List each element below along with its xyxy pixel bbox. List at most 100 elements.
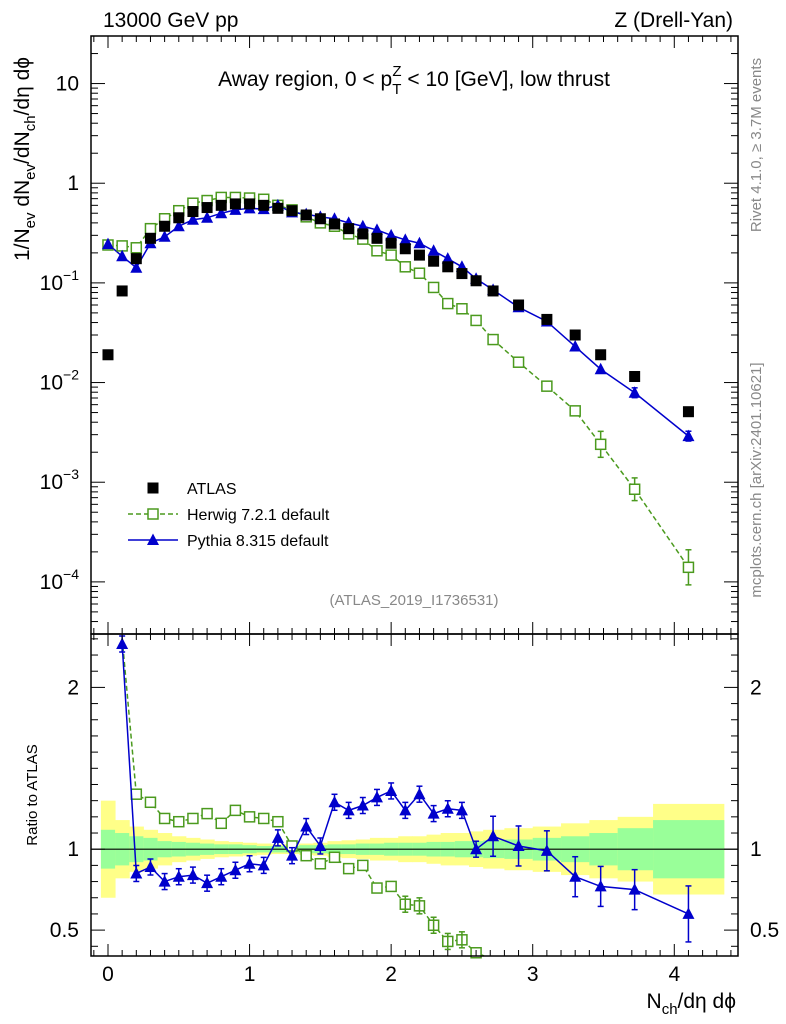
pythia-point [385,228,398,241]
herwig-ratio-point [229,804,242,817]
atlas-point [215,199,227,211]
herwig-ratio-point [215,817,227,830]
pythia-ratio-point [257,858,270,871]
herwig-ratio-point [300,849,312,862]
xlabel-subscript: ch [662,1001,678,1018]
ratio-plot-frame [90,633,739,957]
pythia-ratio-point [441,802,454,814]
main-plot-marks [101,191,695,586]
pythia-ratio-point [342,803,355,816]
xlabel-part-b: /dη dϕ [678,990,736,1013]
plot-title: Away region, 0 < pTZ < 10 [GeV], low thr… [218,63,610,98]
herwig-ratio-point [385,880,397,893]
herwig-ratio-point [158,812,171,825]
pythia-ratio-point [286,849,299,861]
atlas-point [385,237,397,249]
atlas-point [144,232,156,244]
pythia-point [172,219,185,232]
main-y-tick-label: 10−2 [40,367,80,395]
atlas-point [300,209,312,221]
x-axis-label: Nch/dη dϕ [647,990,736,1018]
pythia-ratio-point [243,857,256,869]
x-tick-label: 0 [102,963,114,986]
pythia-ratio-point [370,790,383,803]
pythia-ratio-point [512,839,525,851]
pythia-ratio-point [271,831,284,843]
atlas-point [272,202,284,214]
atlas-point [173,212,185,224]
ratio-y-tick-label-right: 0.5 [750,919,779,942]
xlabel-part-a: N [647,990,662,1013]
herwig-point [144,222,157,235]
herwig-ratio-line [121,637,485,957]
atlas-point [130,253,142,265]
rivet-version-label: Rivet 4.1.0, ≥ 3.7M events [748,58,765,232]
pythia-point [569,340,582,352]
pythia-point [628,386,641,398]
herwig-point [371,245,383,257]
ylabel-part-b: dN [11,180,34,213]
ratio-plot-axis-ticks: 0 1 2 3 4 0.5 0.5 1 1 2 2 [50,634,779,986]
tick-base: 10 [40,471,63,494]
ylabel-sub-1: ev [22,212,39,228]
legend-label: Pythia 8.315 default [187,533,329,550]
atlas-point [102,349,114,361]
herwig-ratio-point [130,788,143,800]
herwig-ratio-point [371,882,383,894]
herwig-point [541,380,553,392]
herwig-point [682,561,695,574]
pythia-ratio-point [314,839,327,851]
title-part-b: < 10 [GeV], low thrust [402,68,611,91]
atlas-point [371,232,383,244]
pythia-ratio-point [144,860,157,873]
herwig-point [116,240,128,252]
pythia-point [399,233,412,245]
tick-exponent: −1 [63,267,79,283]
pythia-ratio-point [427,807,440,819]
mcplots-reference-label: mcplots.cern.ch [arXiv:2401.10621] [748,362,765,597]
main-y-tick-label: 10−1 [40,267,80,295]
pythia-point [101,237,114,250]
atlas-point [244,198,256,210]
atlas-point [314,213,326,225]
herwig-ratio-point [342,862,355,875]
tick-exponent: −3 [63,466,79,482]
tick-base: 10 [40,372,63,395]
tick-base: 10 [40,571,63,594]
ratio-y-tick-label: 1 [67,838,79,861]
herwig-point [569,405,581,417]
ratio-y-axis-label: Ratio to ATLAS [24,744,41,845]
atlas-point [286,205,298,217]
atlas-point [541,313,553,325]
pythia-point [158,230,171,242]
atlas-point [513,299,525,311]
atlas-point [258,199,270,211]
pythia-point [441,252,454,264]
main-y-tick-label: 10−4 [40,566,80,594]
ratio-y-tick-label: 0.5 [50,919,79,942]
atlas-point [187,206,199,218]
legend: ATLAS Herwig 7.2.1 default Pythia 8.315 de… [128,481,330,550]
atlas-point [442,261,454,273]
pythia-ratio-point [201,876,214,889]
ylabel-sub-3: ch [22,115,39,131]
pythia-ratio-point [229,863,242,876]
tick-exponent: −2 [63,367,79,383]
pythia-ratio-point [116,637,129,649]
atlas-point [470,275,482,287]
pythia-ratio-point [186,868,199,881]
pythia-point [186,213,199,225]
main-y-axis-label: 1/Nev dNev/dNch/dη dϕ [11,57,39,261]
atlas-point [428,255,440,267]
title-part-a: Away region, 0 < p [218,68,392,91]
atlas-point [229,198,241,210]
pythia-point [116,249,129,262]
pythia-ratio-point [130,866,143,879]
legend-label: ATLAS [187,481,237,498]
pythia-ratio-point [300,820,313,832]
atlas-point [357,228,369,240]
title-superscript: Z [392,63,401,80]
atlas-point [487,285,499,297]
herwig-point [628,483,641,496]
